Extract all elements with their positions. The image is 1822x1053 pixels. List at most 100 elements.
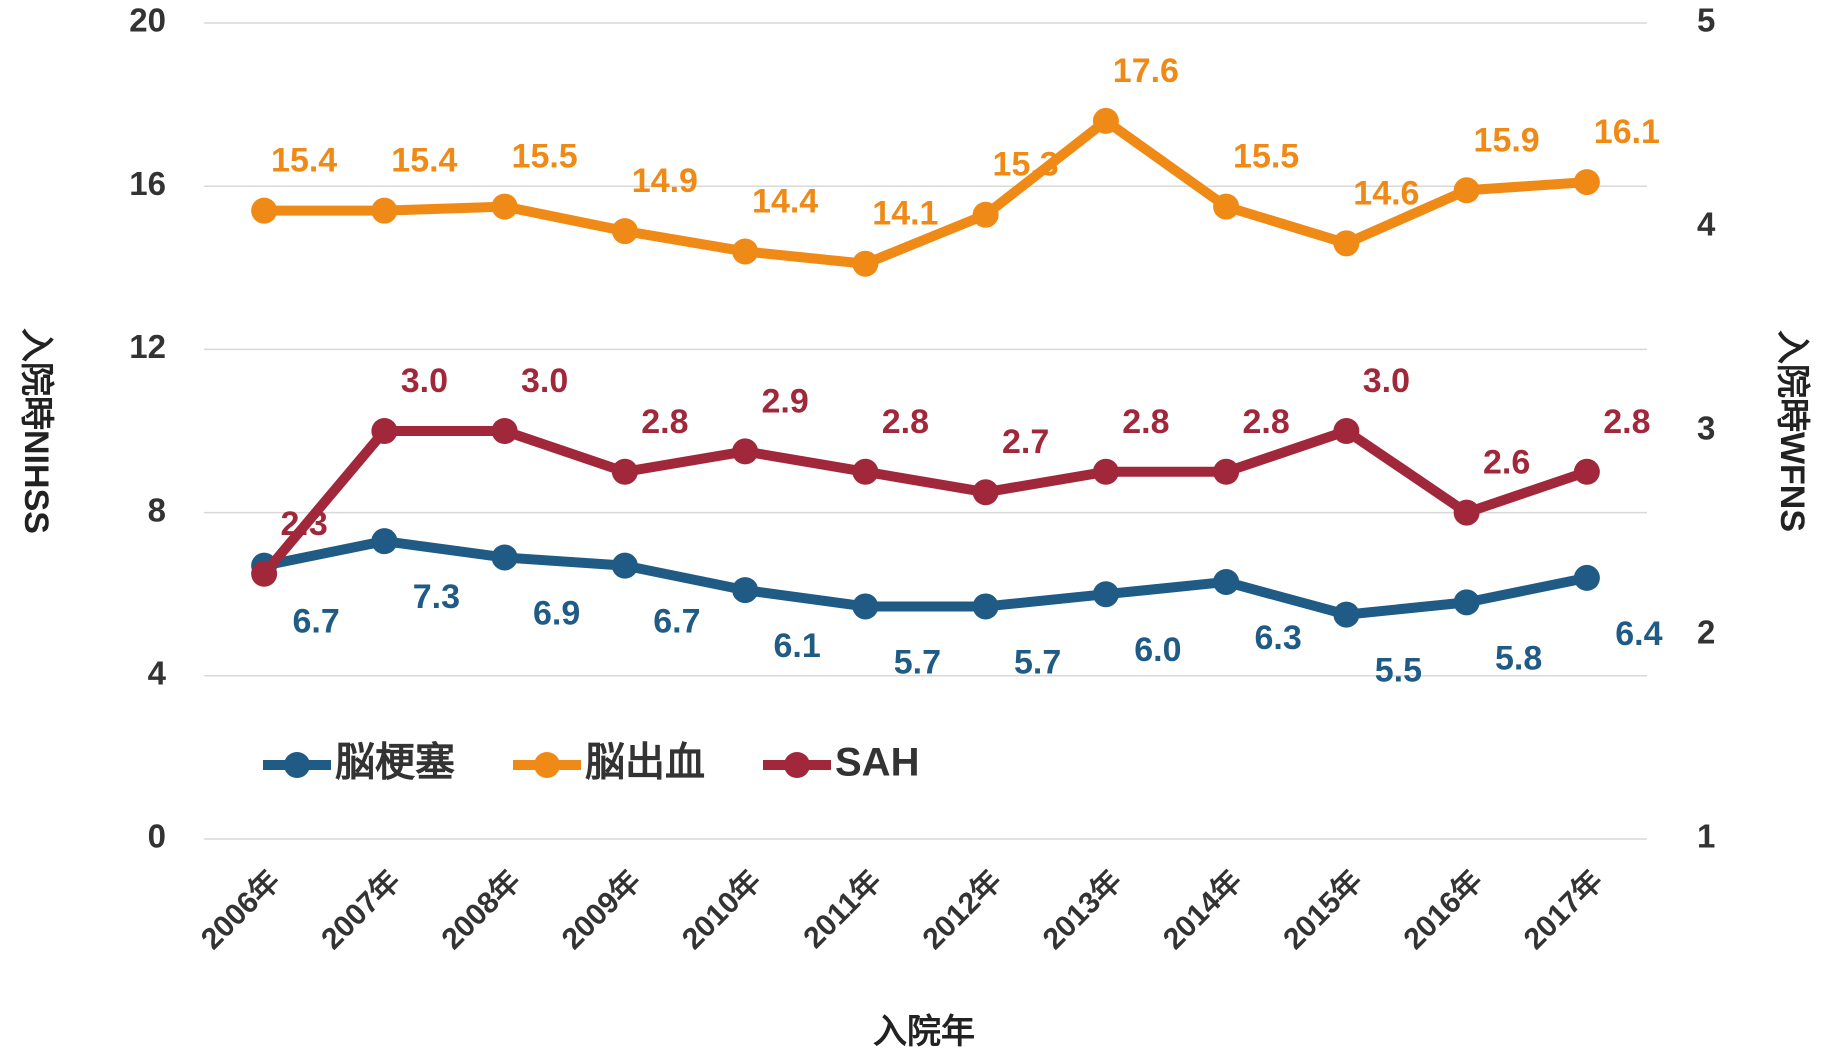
x-tick-label: 2007年 [315, 864, 407, 956]
data-label: 5.5 [1375, 652, 1422, 690]
x-tick-label: 2015年 [1277, 864, 1369, 956]
x-axis-title: 入院年 [873, 1012, 975, 1051]
data-label: 2.8 [1122, 403, 1169, 441]
marker [611, 552, 638, 579]
marker [852, 593, 879, 620]
data-label: 2.3 [280, 505, 327, 543]
x-tick-label: 2016年 [1397, 864, 1489, 956]
data-label: 7.3 [413, 578, 460, 616]
data-label: 2.8 [1603, 403, 1650, 441]
marker [1213, 193, 1240, 220]
data-label: 6.3 [1254, 619, 1301, 657]
marker [491, 193, 518, 220]
marker [732, 577, 759, 604]
data-label: 2.8 [1242, 403, 1289, 441]
marker [1573, 169, 1600, 196]
series-line [263, 536, 1588, 620]
data-label: 3.0 [521, 362, 568, 400]
data-label: 14.1 [872, 195, 938, 233]
x-tick-label: 2014年 [1157, 864, 1249, 956]
y2-tick-label: 1 [1697, 818, 1715, 855]
y2-tick-label: 5 [1697, 2, 1715, 39]
marker [972, 479, 999, 506]
data-label: 14.9 [632, 162, 698, 200]
marker [1333, 230, 1360, 257]
data-label: 5.7 [894, 643, 941, 681]
legend-label: SAH [835, 741, 919, 785]
data-label: 6.0 [1134, 631, 1181, 669]
marker [732, 438, 759, 465]
data-label: 2.6 [1483, 444, 1530, 482]
marker [1092, 581, 1119, 608]
x-tick-label: 2012年 [916, 864, 1008, 956]
marker [972, 593, 999, 620]
y-tick-label: 0 [148, 818, 166, 855]
marker [611, 458, 638, 485]
data-label: 6.1 [773, 627, 820, 665]
marker [1213, 568, 1240, 595]
legend-label: 脳出血 [585, 741, 705, 785]
data-label: 16.1 [1594, 113, 1660, 151]
marker [1453, 589, 1480, 616]
data-label: 6.7 [653, 603, 700, 641]
data-label: 5.7 [1014, 643, 1061, 681]
legend-label: 脳梗塞 [335, 741, 455, 785]
data-label: 6.9 [533, 594, 580, 632]
data-label: 15.3 [993, 146, 1059, 184]
marker [1092, 107, 1119, 134]
x-tick-label: 2010年 [676, 864, 768, 956]
y-tick-label: 12 [129, 328, 166, 365]
x-tick-label: 2008年 [435, 864, 527, 956]
x-tick-label: 2011年 [797, 864, 888, 955]
marker [1573, 564, 1600, 591]
data-label: 2.8 [882, 403, 929, 441]
marker [852, 458, 879, 485]
marker [732, 238, 759, 265]
marker [852, 250, 879, 277]
marker [1573, 458, 1600, 485]
marker [1213, 458, 1240, 485]
legend-marker [534, 752, 560, 778]
data-label: 15.4 [271, 142, 337, 180]
data-label: 15.5 [512, 138, 578, 176]
marker [1092, 458, 1119, 485]
x-tick-label: 2009年 [556, 864, 648, 956]
marker [371, 418, 398, 444]
marker [251, 560, 278, 587]
data-label: 14.6 [1353, 174, 1419, 212]
data-label: 17.6 [1113, 52, 1179, 90]
data-label: 6.4 [1615, 615, 1662, 653]
data-label: 6.7 [292, 603, 339, 641]
data-label: 15.4 [391, 142, 457, 180]
data-label: 15.5 [1233, 138, 1299, 176]
marker [1333, 601, 1360, 628]
y-tick-label: 20 [129, 2, 166, 39]
y2-axis-title: 入院時WFNS [1773, 330, 1812, 532]
marker [491, 544, 518, 571]
legend-marker [284, 752, 310, 778]
legend-marker [784, 752, 810, 778]
x-tick-label: 2017年 [1518, 864, 1610, 956]
y2-tick-label: 3 [1697, 410, 1715, 447]
y-tick-label: 4 [148, 655, 167, 692]
data-label: 14.4 [752, 182, 818, 220]
marker [611, 218, 638, 245]
data-label: 2.7 [1002, 423, 1049, 461]
x-tick-label: 2006年 [195, 864, 287, 956]
y-tick-label: 16 [129, 165, 166, 202]
marker [972, 201, 999, 228]
y-tick-label: 8 [148, 491, 166, 528]
marker [371, 197, 398, 224]
y-axis-title: 入院時NIHSS [17, 328, 56, 534]
marker [491, 418, 518, 444]
data-label: 2.9 [761, 382, 808, 420]
marker [1453, 499, 1480, 526]
y2-tick-label: 4 [1697, 206, 1716, 243]
series-line [260, 426, 1589, 578]
data-label: 3.0 [1363, 362, 1410, 400]
marker [371, 528, 398, 555]
x-tick-label: 2013年 [1037, 864, 1129, 956]
data-label: 2.8 [641, 403, 688, 441]
marker [251, 197, 278, 224]
